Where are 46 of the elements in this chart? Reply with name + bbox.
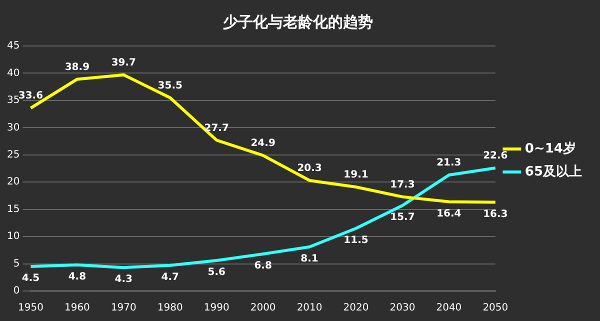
x-tick-label: 2040 [436, 302, 462, 314]
data-label: 33.6 [18, 90, 44, 102]
y-tick-label: 10 [6, 231, 20, 242]
data-label: 8.1 [300, 253, 318, 264]
y-tick-label: 35 [6, 95, 20, 106]
data-label: 27.7 [204, 122, 229, 134]
y-tick-label: 45 [6, 40, 20, 52]
data-label: 11.5 [344, 234, 368, 246]
x-tick-label: 1960 [64, 302, 90, 314]
x-tick-label: 2050 [482, 302, 508, 314]
chart-title: 少子化与老龄化的趋势 [223, 12, 373, 31]
data-label: 6.8 [254, 260, 272, 272]
data-label: 38.9 [64, 62, 90, 73]
data-label: 4.5 [22, 273, 40, 284]
x-tick-label: 1970 [110, 302, 136, 314]
data-label: 5.6 [208, 267, 226, 278]
y-tick-label: 15 [6, 204, 20, 215]
x-tick-label: 1980 [157, 302, 183, 314]
legend-label: 0~14岁 [524, 141, 576, 156]
data-label: 16.4 [436, 208, 462, 220]
x-tick-label: 2000 [250, 302, 276, 314]
data-label: 21.3 [436, 158, 462, 169]
data-label: 20.3 [297, 163, 322, 174]
x-tick-label: 1950 [18, 302, 44, 314]
data-label: 17.3 [390, 179, 415, 190]
y-tick-label: 20 [6, 176, 20, 188]
data-label: 24.9 [250, 138, 276, 150]
data-label: 39.7 [111, 57, 136, 68]
data-label: 4.8 [68, 271, 86, 282]
y-tick-label: 0 [13, 286, 20, 297]
data-label: 15.7 [390, 212, 415, 224]
data-label: 4.3 [114, 274, 133, 286]
x-tick-label: 1990 [204, 302, 230, 314]
data-label: 16.3 [483, 208, 508, 220]
y-tick-label: 5 [13, 258, 20, 270]
y-tick-label: 25 [6, 149, 20, 160]
data-label: 35.5 [158, 80, 182, 92]
x-tick-label: 2030 [390, 302, 416, 314]
data-label: 19.1 [344, 170, 368, 181]
data-label: 22.6 [483, 150, 508, 162]
legend-label: 65及以上 [524, 164, 582, 180]
x-tick-label: 2010 [296, 302, 322, 314]
data-label: 4.7 [161, 272, 180, 284]
y-tick-label: 40 [6, 68, 20, 79]
y-tick-label: 30 [6, 122, 20, 134]
x-tick-label: 2020 [343, 302, 369, 314]
